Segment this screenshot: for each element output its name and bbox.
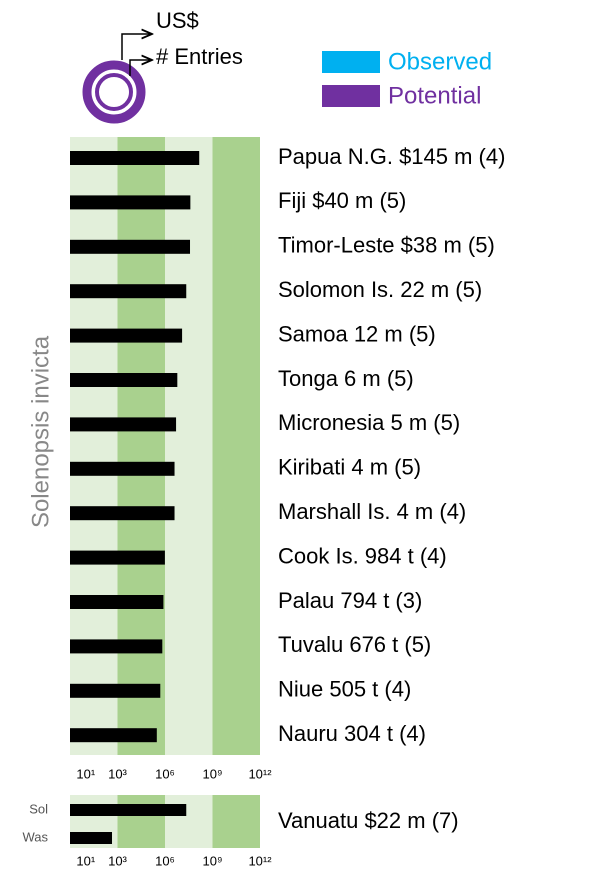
grid-band (70, 137, 118, 755)
bar (70, 151, 200, 165)
category-label: Tonga 6 m (5) (278, 366, 414, 391)
category-label: Samoa 12 m (5) (278, 321, 436, 346)
ring-label: # Entries (156, 44, 243, 69)
annotation: Vanuatu $22 m (7) (278, 808, 459, 833)
category-label: Nauru 304 t (4) (278, 721, 426, 746)
category-label: Tuvalu 676 t (5) (278, 632, 431, 657)
category-label: Timor-Leste $38 m (5) (278, 233, 495, 258)
x-tick-label: 10³ (108, 766, 127, 781)
bar (70, 328, 183, 343)
bar (70, 550, 165, 565)
bar (70, 804, 187, 816)
grid-band (165, 795, 213, 848)
x-tick-label: 10¹² (248, 853, 272, 868)
grid-band (165, 137, 213, 755)
bar (70, 728, 157, 743)
category-label: Marshall Is. 4 m (4) (278, 499, 466, 524)
category-label: Sol (29, 801, 48, 816)
bar (70, 284, 187, 299)
ring-label: US$ (156, 8, 199, 33)
x-tick-label: 10¹ (76, 766, 95, 781)
bar (70, 195, 191, 210)
legend-label: Potential (388, 82, 481, 109)
grid-band (212, 137, 260, 755)
bar (70, 683, 161, 698)
category-label: Cook Is. 984 t (4) (278, 543, 447, 568)
bar (70, 506, 175, 521)
y-axis-label: Solenopsis invicta (27, 335, 54, 528)
x-tick-label: 10⁹ (202, 766, 222, 781)
category-label: Fiji $40 m (5) (278, 188, 406, 213)
category-label: Was (22, 829, 48, 844)
category-label: Kiribati 4 m (5) (278, 455, 421, 480)
bar (70, 832, 113, 844)
grid-band (117, 137, 165, 755)
bar (70, 639, 163, 654)
category-label: Niue 505 t (4) (278, 677, 411, 702)
category-label: Papua N.G. $145 m (4) (278, 144, 505, 169)
bar (70, 373, 178, 387)
legend-label: Observed (388, 48, 492, 75)
x-tick-label: 10⁹ (202, 853, 222, 868)
grid-band (212, 795, 260, 848)
legend-swatch (322, 85, 380, 107)
category-label: Micronesia 5 m (5) (278, 410, 460, 435)
bar (70, 595, 164, 609)
category-label: Palau 794 t (3) (278, 588, 422, 613)
grid-band (117, 795, 165, 848)
bar (70, 461, 175, 476)
bar (70, 239, 191, 254)
x-tick-label: 10³ (108, 853, 127, 868)
x-tick-label: 10⁶ (155, 766, 175, 781)
bar (70, 417, 177, 432)
category-label: Solomon Is. 22 m (5) (278, 277, 482, 302)
x-tick-label: 10⁶ (155, 853, 175, 868)
ring-icon (82, 34, 152, 124)
x-tick-label: 10¹ (76, 853, 95, 868)
x-tick-label: 10¹² (248, 766, 272, 781)
legend-swatch (322, 51, 380, 73)
